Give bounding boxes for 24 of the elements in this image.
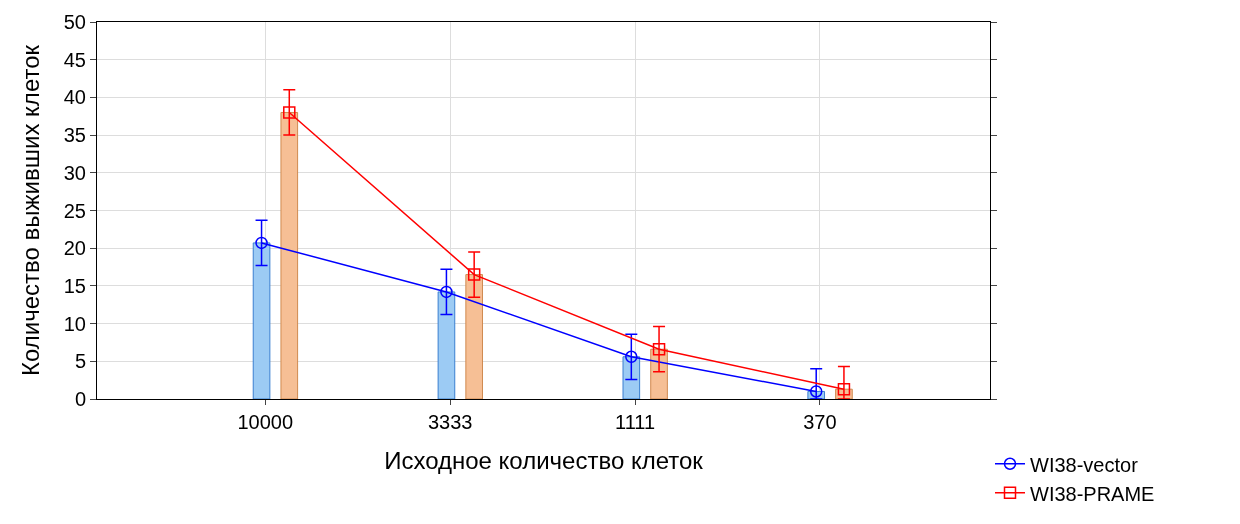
y-tick-label: 10 [63,312,86,335]
legend-label: WI38-vector [1030,453,1139,476]
bar [465,274,483,399]
x-tick-label: 1111 [615,411,656,433]
y-tick-label: 45 [63,48,86,71]
y-tick-label: 0 [74,388,86,410]
y-tick-label: 5 [74,350,86,373]
legend-label: WI38-PRAME [1030,482,1155,505]
x-tick-label: 370 [803,411,837,433]
x-axis-title: Исходное количество клеток [384,447,704,475]
y-axis-title: Количество выживших клеток [17,44,44,376]
y-tick-label: 25 [63,199,86,222]
y-tick-label: 15 [63,274,86,297]
x-tick-label: 3333 [427,411,473,433]
y-tick-label: 35 [63,124,86,147]
bar [280,111,299,399]
y-tick-label: 20 [63,237,86,260]
x-tick-label: 10000 [237,411,294,433]
y-tick-label: 40 [63,86,86,109]
bar [437,291,456,399]
bar [252,242,271,399]
bar [622,356,641,399]
y-tick-label: 50 [63,11,86,33]
y-tick-label: 30 [63,161,86,184]
